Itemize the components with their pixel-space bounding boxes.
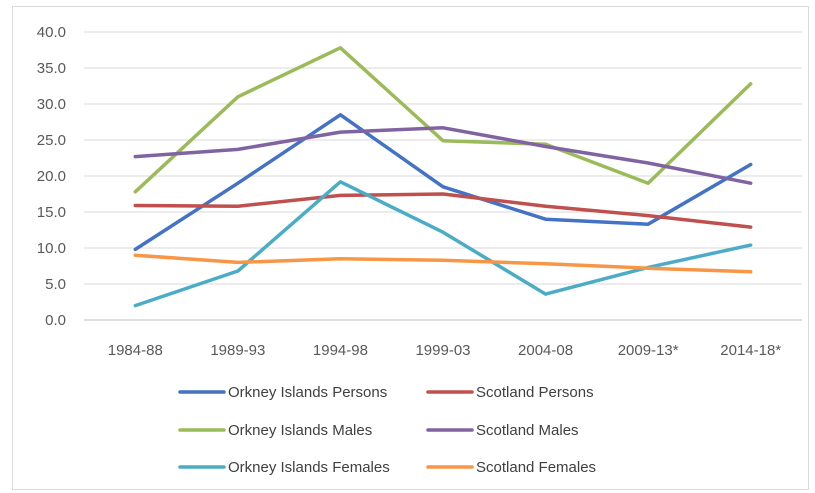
legend-item-label: Scotland Persons [476,384,594,401]
y-tick-label: 30.0 [37,96,66,113]
gridlines [84,31,802,321]
x-tick-label: 1989-93 [210,342,265,359]
y-tick-label: 20.0 [37,168,66,185]
legend: Orkney Islands Persons Scotland Persons Or… [178,384,596,476]
y-tick-label: 5.0 [45,276,66,293]
legend-item-label: Orkney Islands Persons [228,384,387,401]
x-tick-label: 2014-18* [720,342,781,359]
series-line [133,46,753,194]
x-tick-label: 2009-13* [618,342,679,359]
x-tick-label: 1994-98 [313,342,368,359]
series-line [133,113,753,252]
legend-item-label: Scotland Females [476,459,596,476]
x-tick-label: 1984-88 [108,342,163,359]
y-tick-label: 10.0 [37,240,66,257]
legend-item-label: Orkney Islands Males [228,422,372,439]
y-tick-label: 40.0 [37,24,66,41]
series-line [133,192,753,229]
y-tick-label: 35.0 [37,60,66,77]
y-tick-label: 0.0 [45,312,66,329]
y-tick-label: 15.0 [37,204,66,221]
series-line [133,180,753,308]
legend-item-label: Scotland Males [476,422,579,439]
series-lines [133,46,753,308]
y-tick-label: 25.0 [37,132,66,149]
x-tick-label: 2004-08 [518,342,573,359]
axes: 0.0 5.0 10.0 15.0 20.0 25.0 30.0 35.0 40.0 1984-8… [37,24,782,359]
legend-item-label: Orkney Islands Females [228,459,390,476]
x-tick-label: 1999-03 [415,342,470,359]
